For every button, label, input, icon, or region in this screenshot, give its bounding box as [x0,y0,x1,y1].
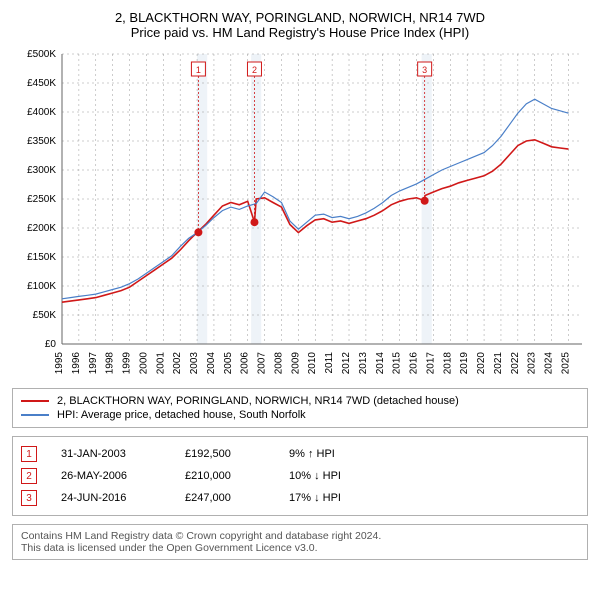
svg-text:2007: 2007 [257,352,268,375]
transaction-price: £210,000 [185,470,265,482]
svg-text:2004: 2004 [206,352,217,375]
transaction-price: £192,500 [185,448,265,460]
svg-text:£200K: £200K [27,223,56,234]
svg-text:2012: 2012 [341,352,352,375]
svg-text:2005: 2005 [223,352,234,375]
svg-text:2019: 2019 [459,352,470,375]
transactions-table: 1 31-JAN-2003 £192,500 9% ↑ HPI 2 26-MAY… [12,436,588,516]
legend-swatch-hpi [21,414,49,416]
svg-text:£400K: £400K [27,107,56,118]
svg-text:1995: 1995 [54,352,65,375]
svg-text:2023: 2023 [527,352,538,375]
svg-text:2002: 2002 [172,352,183,375]
svg-text:2017: 2017 [425,352,436,375]
transaction-date: 24-JUN-2016 [61,492,161,504]
footer-attribution: Contains HM Land Registry data © Crown c… [12,524,588,560]
svg-text:2014: 2014 [375,352,386,375]
chart-area: £0 £50K £100K £150K £200K £250K £300K £350K £400… [12,48,588,378]
svg-text:2001: 2001 [155,352,166,375]
legend-label-property: 2, BLACKTHORN WAY, PORINGLAND, NORWICH, … [57,395,459,407]
svg-text:2006: 2006 [240,352,251,375]
svg-text:2003: 2003 [189,352,200,375]
svg-text:1999: 1999 [122,352,133,375]
svg-text:£50K: £50K [33,310,57,321]
svg-text:£150K: £150K [27,252,56,263]
legend-row: 2, BLACKTHORN WAY, PORINGLAND, NORWICH, … [21,394,579,408]
svg-text:1996: 1996 [71,352,82,375]
svg-text:£500K: £500K [27,49,56,60]
title-address: 2, BLACKTHORN WAY, PORINGLAND, NORWICH, … [12,10,588,25]
transaction-diff: 10% ↓ HPI [289,470,379,482]
title-subtitle: Price paid vs. HM Land Registry's House … [12,25,588,40]
legend-swatch-property [21,400,49,402]
title-block: 2, BLACKTHORN WAY, PORINGLAND, NORWICH, … [12,10,588,40]
svg-text:2009: 2009 [290,352,301,375]
transaction-row: 3 24-JUN-2016 £247,000 17% ↓ HPI [21,487,579,509]
svg-text:2000: 2000 [138,352,149,375]
svg-text:£350K: £350K [27,136,56,147]
svg-text:2013: 2013 [358,352,369,375]
svg-text:2008: 2008 [273,352,284,375]
svg-text:£300K: £300K [27,165,56,176]
svg-text:£100K: £100K [27,281,56,292]
transaction-diff: 9% ↑ HPI [289,448,379,460]
footer-line1: Contains HM Land Registry data © Crown c… [21,530,579,542]
line-chart-svg: £0 £50K £100K £150K £200K £250K £300K £350K £400… [12,48,588,378]
svg-text:2011: 2011 [324,352,335,374]
svg-text:£0: £0 [45,339,57,350]
chart-container: 2, BLACKTHORN WAY, PORINGLAND, NORWICH, … [0,0,600,570]
svg-text:2018: 2018 [442,352,453,375]
legend-row: HPI: Average price, detached house, Sout… [21,408,579,422]
svg-text:2021: 2021 [493,352,504,375]
svg-text:2024: 2024 [544,352,555,375]
transaction-row: 2 26-MAY-2006 £210,000 10% ↓ HPI [21,465,579,487]
svg-text:2016: 2016 [409,352,420,375]
svg-text:£250K: £250K [27,194,56,205]
svg-text:3: 3 [422,65,427,75]
transaction-diff: 17% ↓ HPI [289,492,379,504]
svg-text:£450K: £450K [27,78,56,89]
svg-text:2015: 2015 [392,352,403,375]
transaction-marker-2: 2 [21,468,37,484]
legend-label-hpi: HPI: Average price, detached house, Sout… [57,409,306,421]
transaction-row: 1 31-JAN-2003 £192,500 9% ↑ HPI [21,443,579,465]
svg-text:1: 1 [196,65,201,75]
footer-line2: This data is licensed under the Open Gov… [21,542,579,554]
svg-text:2025: 2025 [560,352,571,375]
svg-text:2022: 2022 [510,352,521,375]
transaction-marker-1: 1 [21,446,37,462]
svg-text:2: 2 [252,65,257,75]
svg-text:2010: 2010 [307,352,318,375]
svg-text:2020: 2020 [476,352,487,375]
transaction-date: 26-MAY-2006 [61,470,161,482]
transaction-price: £247,000 [185,492,265,504]
svg-text:1998: 1998 [105,352,116,375]
transaction-marker-3: 3 [21,490,37,506]
transaction-date: 31-JAN-2003 [61,448,161,460]
svg-text:1997: 1997 [88,352,99,375]
legend-box: 2, BLACKTHORN WAY, PORINGLAND, NORWICH, … [12,388,588,428]
